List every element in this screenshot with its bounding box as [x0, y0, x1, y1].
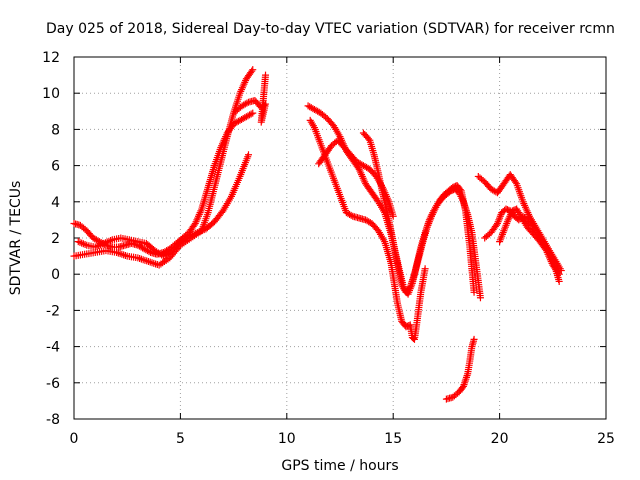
data-point-interp	[143, 257, 151, 265]
data-point-interp	[248, 67, 256, 75]
x-tick-labels: 0 5 10 15 20 25	[70, 431, 615, 447]
series-arc-1d	[232, 71, 270, 126]
data-point-interp	[554, 269, 562, 277]
data-point	[244, 151, 252, 159]
data-point	[476, 294, 484, 302]
data-point-interp	[463, 372, 471, 380]
x-tick-label: 5	[176, 431, 185, 447]
x-tick-label: 0	[70, 431, 79, 447]
series-arc-2b	[315, 136, 397, 220]
data-point-interp	[81, 241, 89, 249]
data-point	[91, 243, 99, 251]
data-point-interp	[243, 99, 251, 107]
y-tick-label: -6	[46, 376, 60, 392]
data-point-interp	[76, 238, 84, 246]
y-tick-label: -4	[46, 340, 60, 356]
y-tick-labels: -8 -6 -4 -2 0 2 4 6 8 10 12	[42, 50, 60, 428]
series-arc-1c	[74, 151, 252, 260]
data-point-interp	[192, 229, 200, 237]
data-point-interp	[146, 258, 154, 266]
x-tick-label: 20	[491, 431, 509, 447]
data-point-interp	[190, 230, 198, 238]
data-point-interp	[197, 227, 205, 235]
grid	[74, 57, 606, 419]
data-point-interp	[114, 249, 122, 257]
y-tick-label: 4	[51, 195, 60, 211]
data-point-interp	[118, 250, 126, 258]
data-point	[249, 66, 257, 74]
data-point	[74, 238, 82, 246]
y-tick-label: 6	[51, 159, 60, 175]
data-point-interp	[150, 259, 158, 267]
y-tick-label: 8	[51, 122, 60, 138]
y-tick-label: 0	[51, 267, 60, 283]
y-tick-label: 12	[42, 50, 60, 66]
data-point-interp	[247, 110, 255, 118]
data-point	[421, 265, 429, 273]
axis-ticks	[73, 56, 607, 420]
data-point-interp	[347, 211, 355, 219]
series-arc-2d	[306, 116, 429, 343]
data-points	[70, 66, 565, 403]
data-point-interp	[121, 251, 129, 259]
data-point-interp	[107, 237, 115, 245]
y-axis-title: SDTVAR / TECUs	[8, 181, 24, 296]
data-point-interp	[141, 256, 149, 264]
data-point-interp	[105, 237, 113, 245]
series-arc-2c	[359, 129, 484, 302]
data-point-interp	[93, 242, 101, 250]
data-point-interp	[101, 239, 109, 247]
x-axis-title: GPS time / hours	[281, 458, 398, 474]
data-point-interp	[136, 255, 144, 263]
data-point-interp	[462, 373, 470, 381]
data-point-interp	[409, 334, 417, 342]
data-point-interp	[95, 242, 103, 250]
series-arc-2e	[442, 335, 478, 403]
data-point	[262, 71, 270, 79]
data-point	[193, 229, 201, 237]
data-point-interp	[365, 135, 373, 143]
chart-title: Day 025 of 2018, Sidereal Day-to-day VTE…	[46, 21, 615, 37]
data-point-interp	[461, 377, 469, 385]
data-point-interp	[195, 228, 203, 236]
data-point-interp	[103, 238, 111, 246]
series-arc-3c	[496, 205, 563, 278]
data-point-interp	[96, 241, 104, 249]
data-point-interp	[153, 261, 161, 269]
data-point-interp	[78, 239, 86, 247]
data-point	[185, 232, 193, 240]
x-tick-label: 15	[384, 431, 402, 447]
data-point	[470, 288, 478, 296]
data-point	[555, 277, 563, 285]
y-tick-label: -2	[46, 303, 60, 319]
data-point-interp	[199, 226, 207, 234]
data-point-interp	[120, 251, 128, 259]
data-point-interp	[462, 375, 470, 383]
data-point	[100, 239, 108, 247]
data-point-interp	[148, 259, 156, 267]
y-tick-label: -8	[46, 412, 60, 428]
data-point	[470, 335, 478, 343]
y-tick-label: 10	[42, 86, 60, 102]
data-point-interp	[98, 240, 106, 248]
data-point-interp	[137, 255, 145, 263]
data-point-interp	[512, 178, 520, 186]
data-point	[144, 258, 152, 266]
x-tick-label: 10	[278, 431, 296, 447]
data-point-interp	[139, 256, 147, 264]
data-point-interp	[187, 231, 195, 239]
data-point	[555, 270, 563, 278]
data-point-interp	[188, 231, 196, 239]
data-point-interp	[79, 240, 87, 248]
data-point-interp	[116, 250, 124, 258]
data-point	[249, 109, 257, 117]
data-point-interp	[458, 384, 466, 392]
x-tick-label: 25	[597, 431, 615, 447]
y-tick-label: 2	[51, 231, 60, 247]
